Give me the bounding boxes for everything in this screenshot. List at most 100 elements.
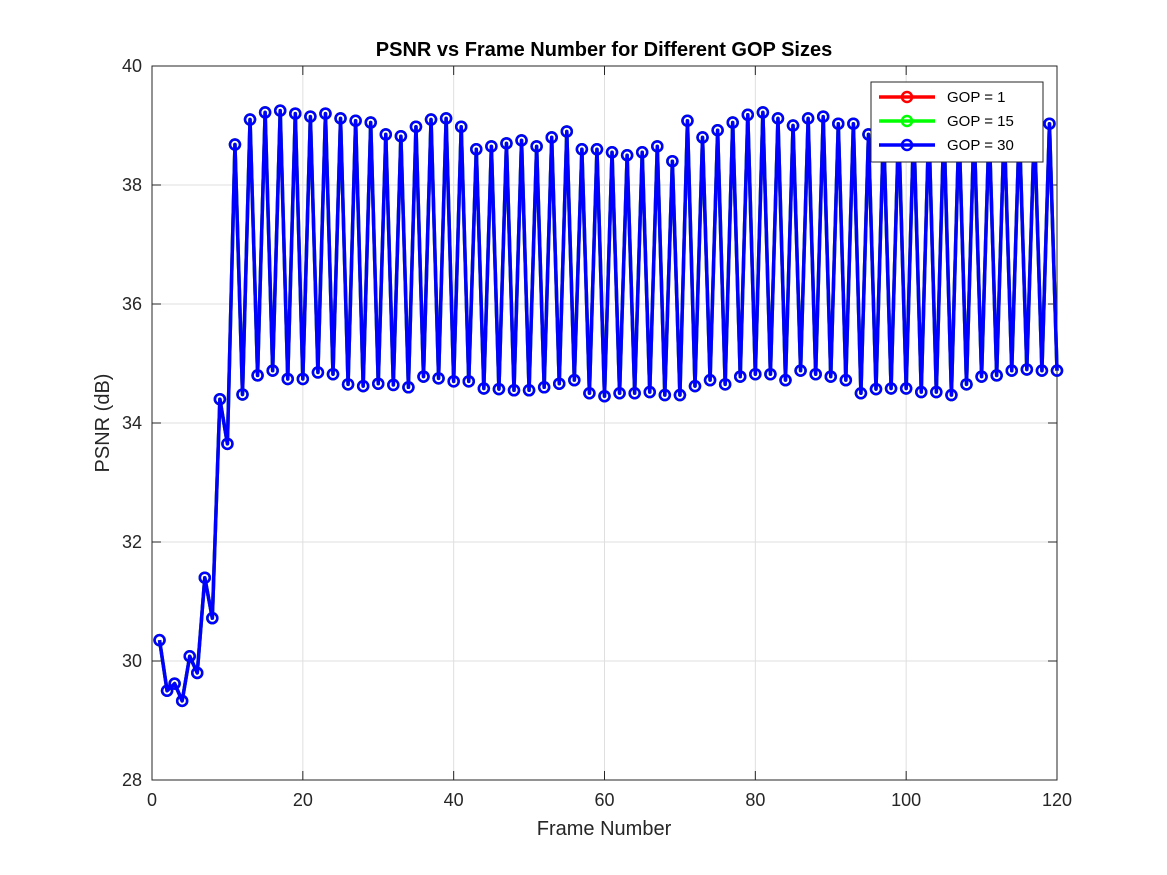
data-point [824,370,837,383]
data-point [379,128,393,141]
data-point [168,677,181,690]
data-point [213,392,227,406]
data-point [243,113,257,126]
data-point [364,116,377,129]
data-point [771,112,785,125]
data-point [884,382,898,395]
data-point [409,120,423,133]
data-point [296,372,310,386]
legend-label: GOP = 15 [947,113,1014,130]
data-point [349,114,362,127]
data-point [809,367,822,381]
data-point [575,143,589,156]
data-point [960,378,973,391]
data-point [183,649,196,663]
series-layer [153,104,1064,708]
data-point [522,384,536,397]
data-point [258,106,272,119]
y-tick-label: 32 [122,532,142,552]
data-point [711,124,724,137]
data-point [281,372,294,386]
data-point [779,373,792,387]
data-point [605,146,619,159]
data-point [311,366,325,379]
data-point [266,364,279,377]
data-point [1020,363,1034,376]
data-point [191,666,204,680]
data-point [485,140,498,153]
series-line [157,108,1059,703]
data-point [175,694,189,708]
data-point [228,138,242,151]
data-point [560,125,574,138]
data-point [432,372,445,385]
data-point [839,373,853,387]
y-tick-label: 34 [122,413,142,433]
x-tick-label: 0 [147,790,157,810]
data-point [492,382,506,396]
legend-label: GOP = 30 [947,137,1014,154]
data-point [221,437,234,451]
data-point [153,633,166,647]
x-tick-label: 40 [444,790,464,810]
data-point [387,378,400,392]
data-point [1005,364,1018,377]
data-point [439,112,453,125]
data-point [613,387,626,400]
data-point [688,379,702,393]
data-point [537,381,551,394]
data-point [643,385,656,399]
data-point [319,107,332,120]
legend-swatch-marker [900,90,914,104]
axes: 0 20 40 60 80 100 120 28 30 32 34 36 38 40 [122,56,1072,810]
data-point [915,385,928,399]
y-tick-label: 28 [122,770,142,790]
data-point [696,131,709,144]
y-tick-label: 38 [122,175,142,195]
data-point [854,387,868,400]
data-point [417,370,430,383]
x-tick-label: 80 [745,790,765,810]
data-point [198,571,212,584]
y-tick-label: 30 [122,651,142,671]
data-point [1050,364,1064,377]
x-tick-label: 60 [594,790,614,810]
x-tick-label: 120 [1042,790,1072,810]
data-point [304,110,317,123]
data-point [794,364,807,377]
data-point [726,116,739,129]
data-point [500,137,513,150]
data-point [1043,117,1056,130]
data-point [545,131,558,144]
data-point [273,104,287,117]
x-axis-title: Frame Number [537,818,672,840]
y-tick-label: 36 [122,294,142,314]
x-tick-label: 20 [293,790,313,810]
data-point [975,370,988,383]
y-tick-label: 40 [122,56,142,76]
y-axis-title: PSNR (dB) [92,374,114,473]
legend: GOP = 1 GOP = 15 GOP = 30 [870,81,1044,163]
data-point [628,387,641,400]
data-point [945,388,958,402]
data-point [749,367,762,381]
data-point [666,154,679,168]
data-point [206,611,219,625]
data-point [341,378,355,391]
chart-title: PSNR vs Frame Number for Different GOP S… [376,39,832,61]
data-point [251,369,264,382]
data-point [673,388,687,402]
data-point [590,143,604,156]
data-point [356,379,370,393]
data-point [372,377,385,390]
data-point [756,106,770,119]
data-point [507,384,521,397]
legend-swatch-marker [900,114,914,128]
data-point [424,113,438,126]
data-point [786,119,800,132]
grid [152,66,1057,780]
data-point [635,146,649,159]
data-point [1035,364,1049,377]
data-point [899,382,913,395]
data-point [930,385,943,399]
